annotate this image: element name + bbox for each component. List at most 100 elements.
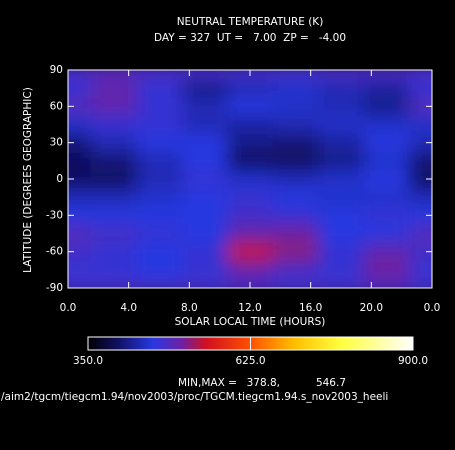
heatmap-cell [90,206,137,225]
heatmap-cell [136,278,183,288]
heatmap-cell [318,151,365,171]
heatmap-cell [409,70,432,80]
heatmap-cell [68,260,92,280]
heatmap-cell [409,169,432,189]
y-tick-label: -90 [46,282,63,294]
y-tick-label: 0 [56,173,63,185]
heatmap-cell [227,260,274,280]
heatmap-cell [90,115,137,135]
heatmap-cell [409,133,432,153]
heatmap-cell [181,169,228,189]
heatmap-cell [409,278,432,288]
heatmap-cell [318,242,365,262]
heatmap-cell [318,188,365,207]
heatmap-cell [181,79,228,98]
heatmap-cell [409,188,432,207]
heatmap-cell [68,169,92,189]
heatmap-cell [363,224,410,244]
plot-area [68,70,432,288]
heatmap-cell [136,260,183,280]
heatmap-cell [68,79,92,98]
heatmap-cell [318,169,365,189]
heatmap-cell [363,188,410,207]
heatmap-cell [363,260,410,280]
heatmap-cell [136,70,183,80]
heatmap-cell [181,115,228,135]
heatmap-cell [136,79,183,98]
heatmap-cell [136,97,183,116]
y-tick-label: 90 [50,64,63,76]
heatmap-cell [363,242,410,262]
heatmap-cell [136,133,183,153]
heatmap-cell [136,169,183,189]
heatmap-cell [181,70,228,80]
heatmap-cell [363,278,410,288]
heatmap-cell [272,97,319,116]
heatmap-cell [272,151,319,171]
heatmap-cell [409,151,432,171]
heatmap-cell [227,169,274,189]
y-tick-label: 30 [50,137,63,149]
heatmap-cell [272,242,319,262]
heatmap-cell [181,97,228,116]
y-tick-label: 60 [50,100,63,112]
x-tick-label: 0.0 [424,302,441,314]
heatmap-cell [181,151,228,171]
heatmap-cell [136,151,183,171]
heatmap-cell [68,224,92,244]
heatmap-cell [136,224,183,244]
heatmap-cell [90,188,137,207]
heatmap-cell [136,188,183,207]
heatmap-cell [318,133,365,153]
y-axis-label: LATITUDE (DEGREES GEOGRAPHIC) [22,87,34,273]
chart-title: NEUTRAL TEMPERATURE (K) [177,16,324,28]
heatmap-cell [318,79,365,98]
heatmap-cell [272,260,319,280]
heatmap-cell [409,206,432,225]
heatmap-cell [181,260,228,280]
heatmap-cell [68,151,92,171]
heatmap-cell [272,79,319,98]
heatmap-cell [68,133,92,153]
heatmap-cell [272,133,319,153]
heatmap-cell [68,278,92,288]
heatmap-cell [181,224,228,244]
x-tick-label: 20.0 [360,302,383,314]
heatmap-cell [272,206,319,225]
heatmap-cell [409,115,432,135]
heatmap-cell [90,97,137,116]
heatmap-cell [409,242,432,262]
heatmap-cell [318,278,365,288]
heatmap-cell [68,206,92,225]
heatmap-cell [90,151,137,171]
heatmap-cell [363,151,410,171]
heatmap-cell [227,151,274,171]
heatmap-cell [272,70,319,80]
x-tick-label: 8.0 [181,302,198,314]
x-tick-label: 0.0 [60,302,77,314]
heatmap-cell [363,115,410,135]
heatmap-cell [363,79,410,98]
chart-subtitle: DAY = 327 UT = 7.00 ZP = -4.00 [154,32,346,44]
heatmap-cell [181,206,228,225]
x-tick-label: 4.0 [120,302,137,314]
heatmap-cell [90,70,137,80]
heatmap [68,70,432,288]
heatmap-cell [227,224,274,244]
y-tick-label: -60 [46,246,63,258]
heatmap-cell [272,188,319,207]
heatmap-cell [318,206,365,225]
heatmap-cell [409,79,432,98]
heatmap-cell [90,79,137,98]
heatmap-cell [318,97,365,116]
x-tick-label: 16.0 [299,302,322,314]
max-value: 546.7 [316,377,346,389]
heatmap-cell [363,206,410,225]
heatmap-cell [272,278,319,288]
heatmap-cell [136,242,183,262]
heatmap-cell [318,260,365,280]
heatmap-cell [318,70,365,80]
colorbar-tick-label: 625.0 [235,355,265,367]
colorbar-tick-label: 350.0 [73,355,103,367]
